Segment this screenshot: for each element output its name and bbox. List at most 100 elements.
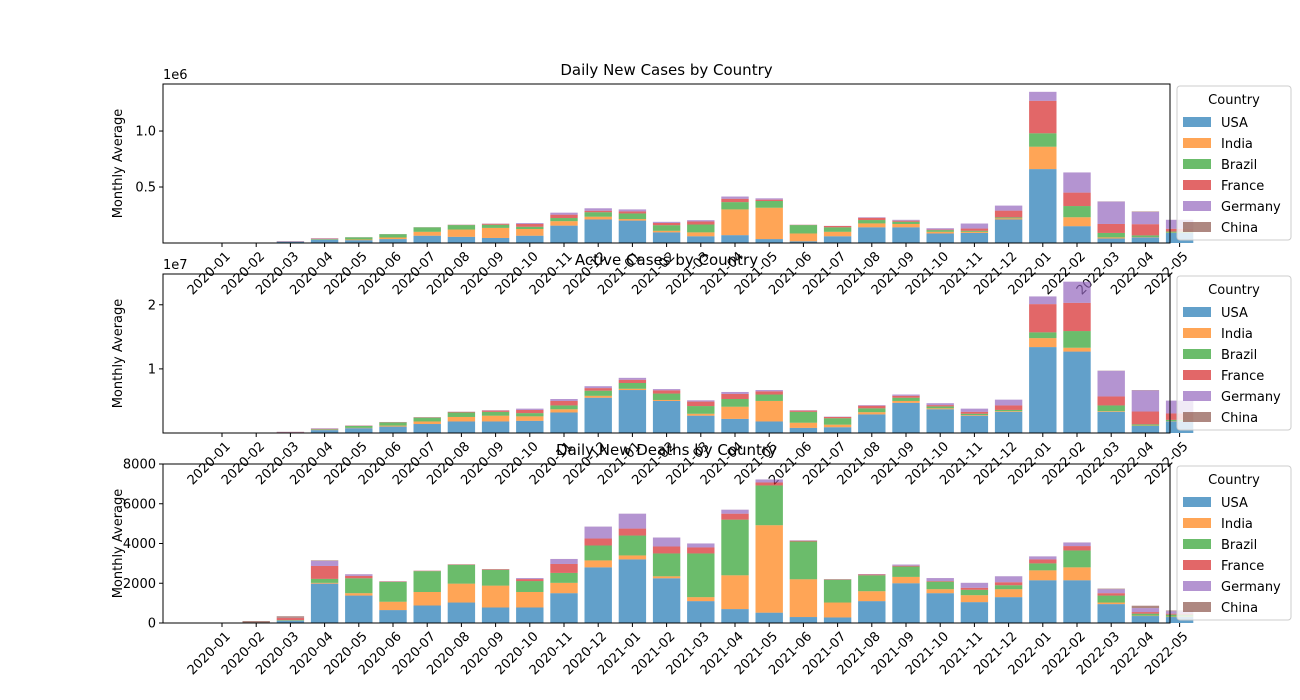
legend-title: Country (1208, 473, 1260, 488)
bar-brazil-2022-04 (1131, 424, 1160, 426)
bar-france-2022-04 (1131, 612, 1160, 614)
bar-usa-2021-06 (789, 241, 818, 243)
bar-germany-2021-02 (652, 221, 681, 223)
bar-usa-2021-02 (652, 400, 681, 433)
bar-usa-2020-03 (276, 241, 305, 243)
bar-usa-2020-09 (481, 421, 510, 433)
y-tick-label: 4000 (123, 537, 156, 552)
bar-usa-2021-07 (823, 427, 852, 433)
bar-france-2021-02 (652, 222, 681, 226)
bar-usa-2022-02 (1063, 580, 1091, 623)
bar-france-2021-09 (892, 220, 920, 222)
bar-brazil-2022-03 (1097, 595, 1125, 603)
bar-usa-2020-07 (413, 605, 441, 623)
bar-brazil-2020-05 (345, 578, 373, 594)
bar-india-2020-05 (345, 239, 373, 241)
bar-france-2021-02 (652, 390, 681, 394)
bar-france-2021-01 (618, 211, 647, 214)
bar-france-2022-01 (1029, 304, 1057, 333)
bar-india-2020-11 (550, 409, 578, 413)
bar-usa-2022-02 (1063, 226, 1091, 243)
bar-usa-2021-09 (892, 583, 920, 623)
bar-france-2021-08 (858, 217, 886, 221)
bar-brazil-2020-10 (516, 581, 544, 592)
bar-france-2021-05 (755, 199, 783, 202)
bar-india-2021-06 (789, 233, 818, 242)
bar-india-2021-11 (960, 231, 989, 233)
bar-usa-2021-02 (652, 232, 681, 243)
legend-title: Country (1208, 283, 1260, 298)
bar-brazil-2021-11 (960, 413, 989, 416)
bar-germany-2021-05 (755, 198, 783, 200)
bar-brazil-2021-07 (823, 418, 852, 425)
bar-india-2021-10 (926, 231, 954, 234)
bar-france-2020-05 (345, 575, 373, 579)
bar-india-2021-03 (687, 232, 715, 237)
bar-india-2022-01 (1029, 338, 1057, 348)
bar-india-2020-06 (379, 237, 407, 240)
bar-germany-2022-01 (1029, 296, 1057, 305)
bar-usa-2020-12 (584, 219, 612, 243)
bar-usa-2021-04 (721, 418, 749, 433)
bar-brazil-2021-05 (755, 201, 783, 208)
bar-usa-2022-04 (1131, 616, 1160, 623)
bar-germany-2020-11 (550, 559, 578, 564)
bar-brazil-2020-07 (413, 227, 441, 232)
bar-india-2020-06 (379, 601, 407, 611)
bar-brazil-2021-04 (721, 399, 749, 407)
bar-brazil-2021-02 (652, 393, 681, 400)
bar-brazil-2022-01 (1029, 133, 1057, 147)
bar-brazil-2022-04 (1131, 235, 1160, 238)
bar-france-2022-03 (1097, 223, 1125, 233)
bar-brazil-2021-08 (858, 220, 886, 224)
bar-france-2021-06 (789, 540, 818, 542)
bar-germany-2022-04 (1131, 211, 1160, 225)
bar-usa-2020-05 (345, 428, 373, 433)
bar-brazil-2022-02 (1063, 550, 1091, 568)
bar-usa-2021-06 (789, 427, 818, 433)
bar-brazil-2020-10 (516, 413, 544, 417)
bar-brazil-2020-05 (345, 237, 373, 240)
legend-label-germany: Germany (1221, 200, 1281, 215)
bar-brazil-2020-06 (379, 234, 407, 238)
bar-usa-2021-08 (858, 414, 886, 433)
bar-india-2021-05 (755, 400, 783, 422)
bar-usa-2020-04 (310, 239, 339, 243)
bar-usa-2022-03 (1097, 604, 1125, 623)
bar-brazil-2021-05 (755, 394, 783, 401)
bar-brazil-2020-05 (345, 425, 373, 428)
bar-germany-2020-10 (516, 578, 544, 580)
bar-germany-2021-12 (994, 205, 1023, 211)
bar-brazil-2020-09 (481, 411, 510, 416)
bar-usa-2022-01 (1029, 580, 1057, 623)
bar-usa-2021-08 (858, 227, 886, 243)
bar-usa-2020-09 (481, 237, 510, 243)
bar-france-2021-12 (994, 582, 1023, 586)
bar-france-2021-03 (687, 401, 715, 407)
bar-germany-2022-02 (1063, 542, 1091, 547)
bar-usa-2021-02 (652, 578, 681, 623)
bar-india-2020-05 (345, 593, 373, 596)
legend-swatch-france (1183, 370, 1211, 380)
bar-usa-2021-06 (789, 617, 818, 623)
legend-label-china: China (1221, 411, 1258, 426)
bar-germany-2022-01 (1029, 556, 1057, 560)
bar-france-2020-10 (516, 409, 544, 414)
bar-india-2021-05 (755, 525, 783, 613)
bar-france-2020-12 (584, 210, 612, 213)
y-offset-label: 1e6 (163, 68, 188, 83)
bar-germany-2021-05 (755, 479, 783, 483)
bar-india-2021-11 (960, 415, 989, 416)
bar-germany-2021-03 (687, 400, 715, 402)
bar-france-2021-11 (960, 587, 989, 590)
bar-france-2020-08 (447, 411, 476, 413)
bar-india-2022-02 (1063, 217, 1091, 227)
bar-usa-2021-10 (926, 233, 954, 243)
bar-brazil-2022-02 (1063, 331, 1091, 348)
bar-india-2021-12 (994, 411, 1023, 412)
bar-brazil-2021-11 (960, 589, 989, 596)
bar-usa-2020-12 (584, 397, 612, 433)
bar-germany-2022-03 (1097, 201, 1125, 224)
legend-swatch-china (1183, 412, 1211, 422)
y-tick-label: 1.0 (135, 125, 156, 140)
